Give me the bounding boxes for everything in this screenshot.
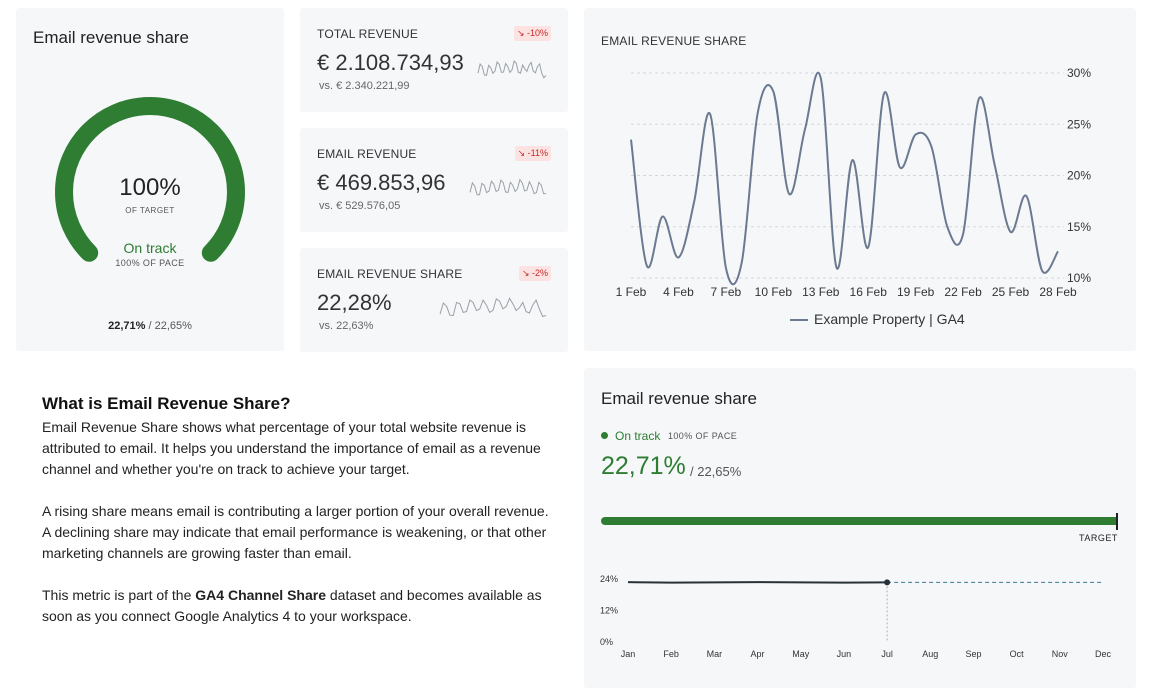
progress-bar [601, 517, 1117, 525]
x-tick-label: 19 Feb [897, 285, 935, 299]
progress-title: Email revenue share [601, 389, 757, 408]
kpi-sparkline [469, 178, 547, 196]
info-paragraph-3: This metric is part of the GA4 Channel S… [42, 585, 552, 627]
gauge-pace: 100% OF PACE [115, 258, 185, 268]
actual-line [627, 581, 888, 584]
x-tick-label: 4 Feb [663, 285, 694, 299]
gauge-target: / 22,65% [148, 320, 192, 332]
kpi-previous: vs. 22,63% [319, 320, 374, 332]
mini-x-tick: Oct [1010, 649, 1025, 659]
info-heading: What is Email Revenue Share? [42, 394, 291, 413]
info-text: dataset and becomes available as soon as… [42, 587, 542, 624]
kpi-previous: vs. € 2.340.221,99 [319, 80, 410, 92]
progress-pace: 100% OF PACE [668, 431, 738, 441]
kpi-sparkline [439, 297, 547, 318]
kpi-card-total-revenue: TOTAL REVENUE ↘ -10% € 2.108.734,93 vs. … [300, 8, 568, 112]
info-paragraph-2: A rising share means email is contributi… [42, 503, 549, 561]
x-tick-label: 28 Feb [1039, 285, 1077, 299]
mini-x-tick: Apr [751, 649, 765, 659]
info-text: This metric is part of the [42, 587, 196, 603]
mini-x-tick: Feb [663, 649, 679, 659]
info-paragraph-1: Email Revenue Share shows what percentag… [42, 419, 541, 477]
y-tick-label: 20% [1067, 169, 1091, 183]
mini-x-tick: Sep [965, 649, 981, 659]
target-marker [1116, 513, 1118, 530]
mini-y-tick: 12% [600, 606, 618, 616]
progress-status: On track [615, 429, 661, 443]
gauge-percent: 100% [119, 174, 181, 201]
kpi-label: EMAIL REVENUE [317, 147, 417, 161]
mini-y-tick: 0% [600, 637, 613, 647]
mini-x-tick: Jan [621, 649, 636, 659]
y-tick-label: 25% [1067, 117, 1091, 131]
y-tick-label: 10% [1067, 271, 1091, 285]
y-tick-label: 15% [1067, 220, 1091, 234]
mini-y-tick: 24% [600, 574, 618, 584]
mini-x-tick: Dec [1095, 649, 1112, 659]
target-label: TARGET [1079, 533, 1118, 543]
gauge-arc [55, 97, 245, 262]
gauge-status: On track [123, 240, 177, 256]
gauge-percent-label: OF TARGET [125, 206, 175, 215]
line-chart-title: EMAIL REVENUE SHARE [601, 34, 747, 48]
mini-x-tick: May [792, 649, 810, 659]
monthly-mini-chart: 24% 12% 0% Jan Feb Mar Apr May Jun Jul Aug Sep Oct No… [600, 574, 1112, 659]
sparkline-path [477, 59, 547, 79]
gauge-footer: 22,71% / 22,65% [16, 320, 284, 332]
x-tick-label: 13 Feb [802, 285, 840, 299]
mini-x-tick: Mar [707, 649, 723, 659]
kpi-sparkline [477, 59, 547, 79]
mini-x-tick: Jun [837, 649, 852, 659]
kpi-badge: ↘ -10% [513, 26, 551, 41]
mini-x-tick: Jul [881, 649, 893, 659]
kpi-card-email-revenue: EMAIL REVENUE ↘ -11% € 469.853,96 vs. € … [300, 128, 568, 232]
gauge-card: Email revenue share 100% OF TARGET On tr… [16, 8, 284, 351]
x-tick-label: 7 Feb [711, 285, 742, 299]
x-tick-label: 1 Feb [616, 285, 647, 299]
dataset-name: GA4 Channel Share [195, 587, 326, 603]
current-point [884, 579, 891, 586]
line-chart-card: EMAIL REVENUE SHARE 10% 15% 20% 25% 30% 1 Feb… [584, 8, 1136, 351]
progress-target: / 22,65% [690, 464, 742, 479]
legend-label[interactable]: Example Property | GA4 [814, 311, 965, 327]
gauge-chart [55, 97, 245, 262]
line-chart: 10% 15% 20% 25% 30% 1 Feb 4 Feb 7 Feb 10 Feb 13 F… [616, 66, 1092, 327]
gauge-title: Email revenue share [33, 28, 189, 47]
kpi-value: € 469.853,96 [317, 170, 446, 195]
kpi-value: 22,28% [317, 290, 392, 315]
kpi-badge: ↘ -11% [514, 146, 551, 161]
kpi-value: € 2.108.734,93 [317, 50, 464, 75]
progress-card: Email revenue share On track 100% OF PAC… [584, 368, 1136, 688]
series-line [630, 71, 1059, 286]
x-tick-label: 25 Feb [992, 285, 1030, 299]
kpi-label: EMAIL REVENUE SHARE [317, 267, 463, 281]
kpi-badge: ↘ -2% [518, 266, 551, 281]
kpi-card-email-revenue-share: EMAIL REVENUE SHARE ↘ -2% 22,28% vs. 22,… [300, 248, 568, 352]
kpi-label: TOTAL REVENUE [317, 27, 419, 41]
sparkline-path [469, 178, 547, 196]
kpi-previous: vs. € 529.576,05 [319, 200, 401, 212]
gauge-current: 22,71% [108, 320, 146, 332]
x-tick-label: 22 Feb [944, 285, 982, 299]
mini-x-tick: Aug [922, 649, 938, 659]
mini-x-tick: Nov [1052, 649, 1069, 659]
x-tick-label: 10 Feb [755, 285, 793, 299]
status-dot [601, 432, 608, 439]
y-tick-label: 30% [1067, 66, 1091, 80]
progress-current: 22,71% [601, 452, 686, 480]
x-tick-label: 16 Feb [850, 285, 888, 299]
sparkline-path [439, 297, 547, 318]
info-section: What is Email Revenue Share? Email Reven… [42, 394, 552, 648]
